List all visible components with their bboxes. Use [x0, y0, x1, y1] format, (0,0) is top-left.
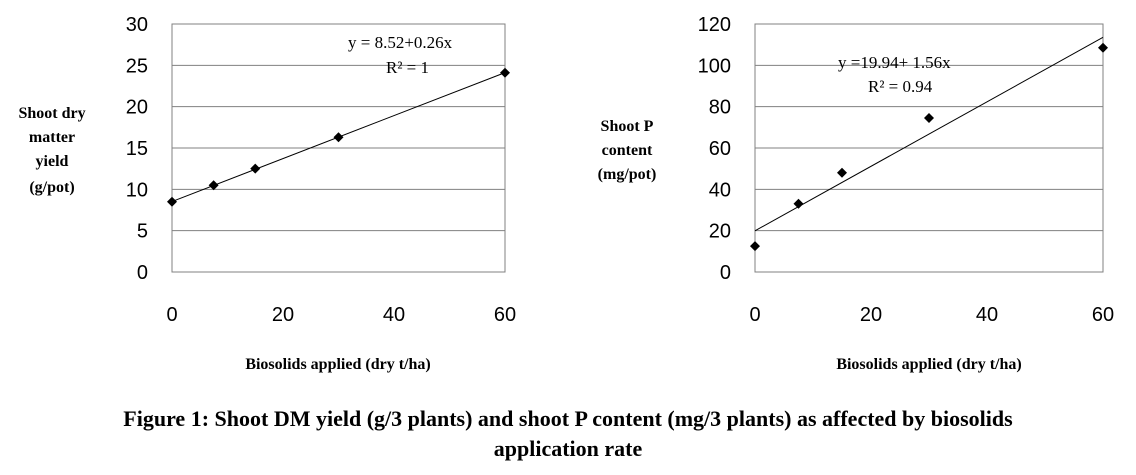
chart-1-r-squared: R² = 1 — [386, 58, 429, 77]
y-tick-label: 20 — [709, 221, 731, 243]
data-point — [837, 167, 847, 178]
y-tick-label: 20 — [126, 97, 148, 119]
chart-1-plot-area — [171, 23, 506, 273]
chart-1-x-axis-label: Biosolids applied (dry t/ha) — [245, 356, 430, 373]
y-tick-label: 60 — [709, 138, 731, 160]
chart-2-ylabel-line: content — [602, 142, 653, 159]
chart-2-ylabel-line: (mg/pot) — [598, 166, 657, 183]
data-point — [208, 180, 219, 191]
data-point — [924, 113, 934, 124]
y-tick-label: 25 — [126, 55, 148, 77]
y-tick-label: 30 — [126, 14, 148, 36]
chart-2-r-squared: R² = 0.94 — [868, 77, 933, 96]
chart-2-x-ticks: 0 20 40 60 — [749, 304, 1114, 326]
x-tick-label: 60 — [1092, 304, 1114, 326]
chart-1-x-ticks: 0 20 40 60 — [166, 304, 516, 326]
chart-1-ylabel-line: Shoot dry — [18, 105, 85, 122]
chart-2-equation: y =19.94+ 1.56x — [838, 53, 951, 72]
x-tick-label: 0 — [749, 304, 760, 326]
chart-1-ylabel-line: (g/pot) — [29, 179, 74, 196]
x-tick-label: 40 — [383, 304, 405, 326]
x-tick-label: 60 — [494, 304, 516, 326]
chart-2-ylabel-line: Shoot P — [601, 118, 654, 135]
chart-1-gridlines — [172, 23, 505, 273]
data-point — [333, 132, 344, 143]
y-tick-label: 5 — [137, 221, 148, 243]
caption-line-1: Figure 1: Shoot DM yield (g/3 plants) an… — [123, 406, 1013, 431]
chart-1-ylabel-line: yield — [36, 153, 69, 170]
x-tick-label: 20 — [860, 304, 882, 326]
chart-2-points — [750, 42, 1108, 252]
x-tick-label: 40 — [976, 304, 998, 326]
chart-1-y-axis-label: Shoot dry matter yield (g/pot) — [18, 105, 85, 196]
data-point — [793, 198, 804, 209]
chart-1-points — [167, 67, 510, 207]
data-point — [500, 67, 510, 78]
chart-1: 0 5 10 15 20 25 30 0 20 40 60 y = 8.52+0.26x R² =… — [18, 14, 516, 373]
figure-charts: 0 5 10 15 20 25 30 0 20 40 60 y = 8.52+0.26x R² =… — [18, 14, 1114, 373]
chart-2-plot-area — [754, 23, 1104, 273]
data-point — [167, 196, 177, 207]
y-tick-label: 120 — [698, 14, 731, 36]
y-tick-label: 40 — [709, 179, 731, 201]
data-point — [750, 241, 760, 252]
chart-2-y-axis-label: Shoot P content (mg/pot) — [598, 118, 657, 183]
chart-1-equation: y = 8.52+0.26x — [348, 33, 453, 52]
chart-1-ylabel-line: matter — [29, 129, 75, 146]
y-tick-label: 100 — [698, 55, 731, 77]
x-tick-label: 20 — [272, 304, 294, 326]
data-point — [250, 163, 261, 174]
y-tick-label: 0 — [137, 262, 148, 284]
chart-2-trendline — [754, 36, 1104, 232]
chart-2-y-ticks: 0 20 40 60 80 100 120 — [698, 14, 731, 284]
chart-1-y-ticks: 0 5 10 15 20 25 30 — [126, 14, 148, 284]
y-tick-label: 80 — [709, 97, 731, 119]
figure-caption: Figure 1: Shoot DM yield (g/3 plants) an… — [0, 404, 1136, 464]
data-point — [1098, 42, 1108, 53]
chart-2-x-axis-label: Biosolids applied (dry t/ha) — [836, 356, 1021, 373]
x-tick-label: 0 — [166, 304, 177, 326]
y-tick-label: 10 — [126, 179, 148, 201]
caption-line-2: application rate — [493, 436, 643, 461]
y-tick-label: 0 — [720, 262, 731, 284]
y-tick-label: 15 — [126, 138, 148, 160]
